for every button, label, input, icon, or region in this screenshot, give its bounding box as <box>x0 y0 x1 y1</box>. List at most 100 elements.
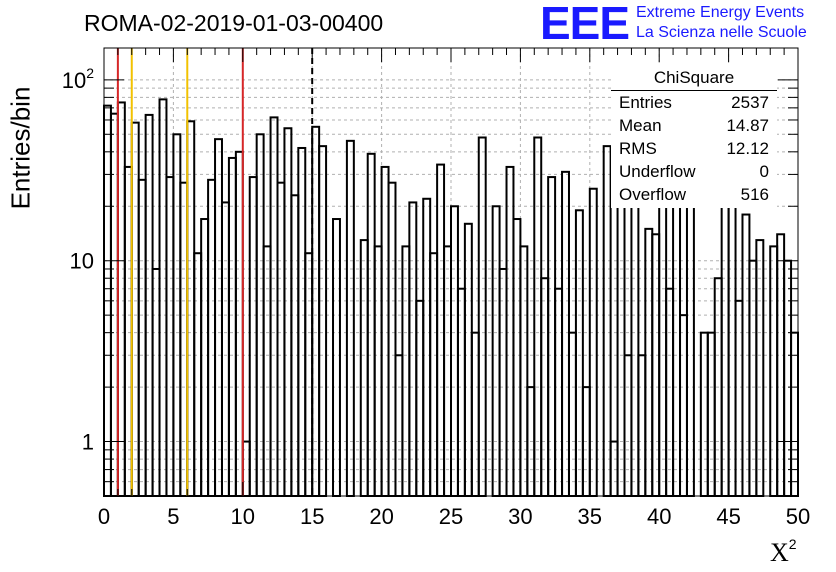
histogram-bin <box>665 287 675 498</box>
histogram-bin <box>734 299 744 498</box>
logo-subtitle-2: La Scienza nelle Scuole <box>636 24 807 41</box>
reference-lines <box>116 48 314 496</box>
histogram-bin <box>311 125 321 497</box>
x-tick-label: 10 <box>231 504 255 529</box>
stats-value: 2537 <box>731 93 769 112</box>
stats-key: RMS <box>619 139 657 158</box>
stats-box: ChiSquare Entries 2537 Mean 14.87 RMS 12… <box>611 66 777 208</box>
histogram-bin <box>401 245 411 497</box>
histogram-bin <box>630 205 640 498</box>
histogram-bin <box>783 259 793 497</box>
stats-value: 14.87 <box>726 116 769 135</box>
histogram-bin <box>463 222 473 498</box>
x-axis-label: X2 <box>770 536 797 568</box>
x-tick-label: 40 <box>647 504 671 529</box>
histogram-bin <box>165 176 175 497</box>
histogram-bin <box>727 197 737 497</box>
histogram-bin <box>186 120 196 497</box>
histogram-bin <box>547 176 557 497</box>
histogram-bin <box>456 287 466 498</box>
histogram-bin <box>366 152 376 497</box>
histogram-bin <box>720 201 730 497</box>
histogram-bin <box>567 331 577 497</box>
y-tick-label: 10 <box>70 249 94 274</box>
stats-row-entries: Entries 2537 <box>619 93 769 115</box>
y-axis-label: Entries/bin <box>6 87 36 210</box>
histogram-bin <box>373 245 383 497</box>
histogram-bin <box>297 146 307 497</box>
y-tick-label: 102 <box>62 65 94 93</box>
histogram-bin <box>769 245 779 497</box>
stats-key: Entries <box>619 93 672 112</box>
histogram-bin <box>248 176 258 497</box>
histogram-bin <box>408 201 418 497</box>
histogram-bin <box>679 314 688 497</box>
histogram-bin <box>477 136 487 497</box>
histogram-bin <box>561 170 570 498</box>
histogram-bin <box>318 145 328 497</box>
histogram-bin <box>220 201 230 497</box>
x-tick-label: 0 <box>98 504 110 529</box>
histogram-bin <box>387 181 397 497</box>
stats-row-overflow: Overflow 516 <box>619 185 769 207</box>
histogram-bin <box>498 267 508 497</box>
histogram-bin <box>214 138 223 497</box>
histogram-bin <box>151 267 161 497</box>
histogram-bin <box>658 163 668 497</box>
histogram-bin <box>748 259 758 497</box>
histogram-bin <box>602 145 612 497</box>
histogram-bin <box>651 233 661 497</box>
logo-subtitle-1: Extreme Energy Events <box>636 4 805 21</box>
histogram-bin <box>158 98 168 497</box>
histogram-bin <box>533 136 543 497</box>
histogram-bin <box>283 127 293 497</box>
histogram-bin <box>345 139 355 497</box>
x-axis-label-superscript: 2 <box>788 536 797 552</box>
histogram-bin <box>623 354 633 498</box>
histogram-bin <box>505 165 515 497</box>
stats-title: ChiSquare <box>653 68 735 87</box>
x-axis-label-text: X <box>770 538 789 567</box>
histogram-bin <box>422 197 432 497</box>
histogram-bin <box>706 331 716 497</box>
histogram-bin <box>616 176 626 497</box>
stats-value: 516 <box>740 185 769 204</box>
axes <box>103 47 799 497</box>
x-tick-label: 5 <box>167 504 179 529</box>
x-tick-label: 50 <box>786 504 810 529</box>
histogram-bin <box>450 205 459 498</box>
histogram-bin <box>380 165 390 497</box>
histogram-bin <box>776 233 786 497</box>
histogram-bin <box>574 209 584 497</box>
histogram-bin <box>436 163 446 497</box>
histogram-bin <box>137 178 147 497</box>
stats-key: Underflow <box>619 162 696 181</box>
histogram-bin <box>207 178 217 497</box>
x-tick-label: 30 <box>508 504 532 529</box>
histogram-bin <box>491 205 501 498</box>
histogram-bin <box>262 245 272 497</box>
tick-labels: 0 5 10 15 20 25 30 35 40 45 50 1 10 102 <box>62 65 811 529</box>
histogram-bin <box>130 121 140 497</box>
y-axis-label-text: Entries/bin <box>5 86 36 210</box>
histogram-bin <box>415 299 425 498</box>
histogram-bin <box>519 245 529 497</box>
run-title: ROMA-02-2019-01-03-00400 <box>84 10 384 36</box>
histogram-bin <box>123 165 133 497</box>
stats-key: Mean <box>619 116 662 135</box>
histogram-bin <box>554 287 564 498</box>
histogram-bin <box>227 156 237 498</box>
eee-logo-mark: EEE <box>540 0 630 49</box>
histogram-bin <box>637 354 647 498</box>
stats-row-rms: RMS 12.12 <box>619 139 769 161</box>
x-tick-label: 45 <box>716 504 740 529</box>
stats-value: 12.12 <box>726 139 769 158</box>
stats-divider <box>611 90 777 91</box>
histogram-bin <box>443 245 452 497</box>
histogram-bin <box>790 331 799 497</box>
x-tick-label: 25 <box>439 504 463 529</box>
stats-key: Overflow <box>619 185 687 204</box>
histogram-bin <box>179 181 189 497</box>
histogram-bin <box>470 331 480 497</box>
